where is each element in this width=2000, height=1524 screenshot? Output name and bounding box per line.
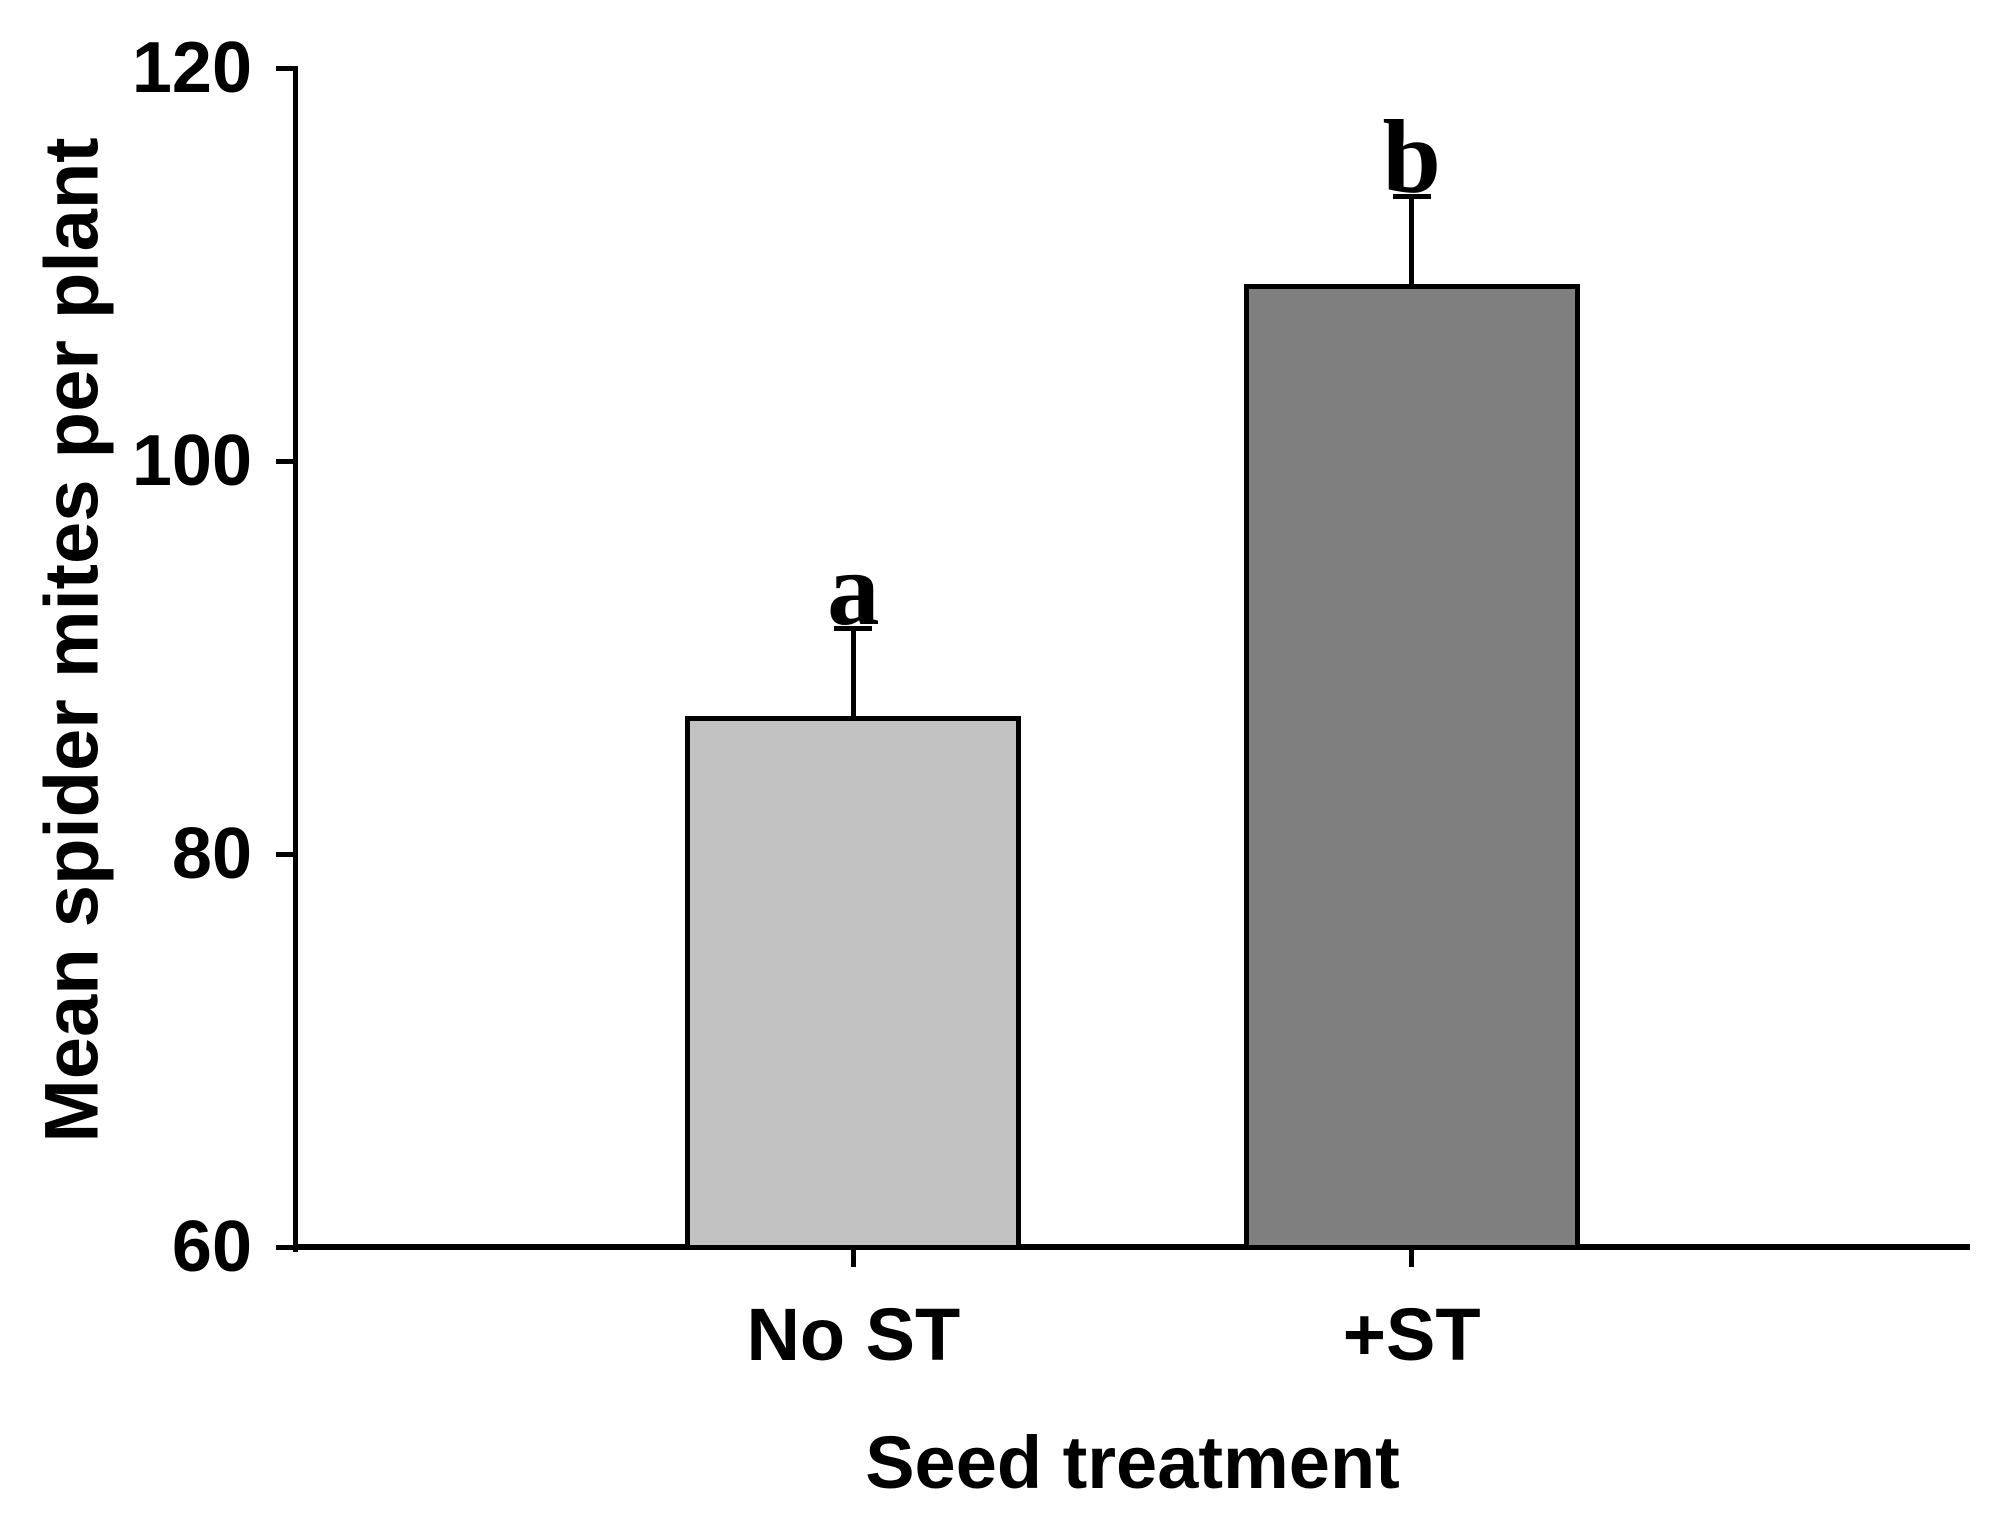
y-tick-label: 60	[171, 1207, 252, 1287]
y-axis-tick	[276, 852, 295, 857]
y-tick-label: 80	[171, 814, 252, 894]
x-axis-title: Seed treatment	[865, 1421, 1400, 1504]
y-axis-tick	[276, 1245, 295, 1250]
x-tick-label: No ST	[746, 1293, 961, 1376]
y-axis-title: Mean spider mites per plant	[29, 137, 115, 1143]
y-tick-label: 120	[131, 28, 252, 108]
x-tick-label: +ST	[1342, 1293, 1481, 1376]
significance-letter: b	[1382, 98, 1441, 216]
bar	[1243, 284, 1580, 1250]
error-bar-line	[850, 628, 856, 717]
significance-letter: a	[827, 530, 880, 648]
y-tick-label: 100	[131, 421, 252, 501]
y-axis-tick	[276, 459, 295, 464]
error-bar-line	[1409, 195, 1415, 285]
x-axis-tick	[850, 1250, 856, 1267]
x-axis-line	[293, 1244, 1970, 1250]
x-axis-tick	[1409, 1250, 1415, 1267]
y-axis-tick	[276, 66, 295, 71]
bar	[685, 716, 1022, 1250]
y-axis-line	[293, 66, 298, 1252]
